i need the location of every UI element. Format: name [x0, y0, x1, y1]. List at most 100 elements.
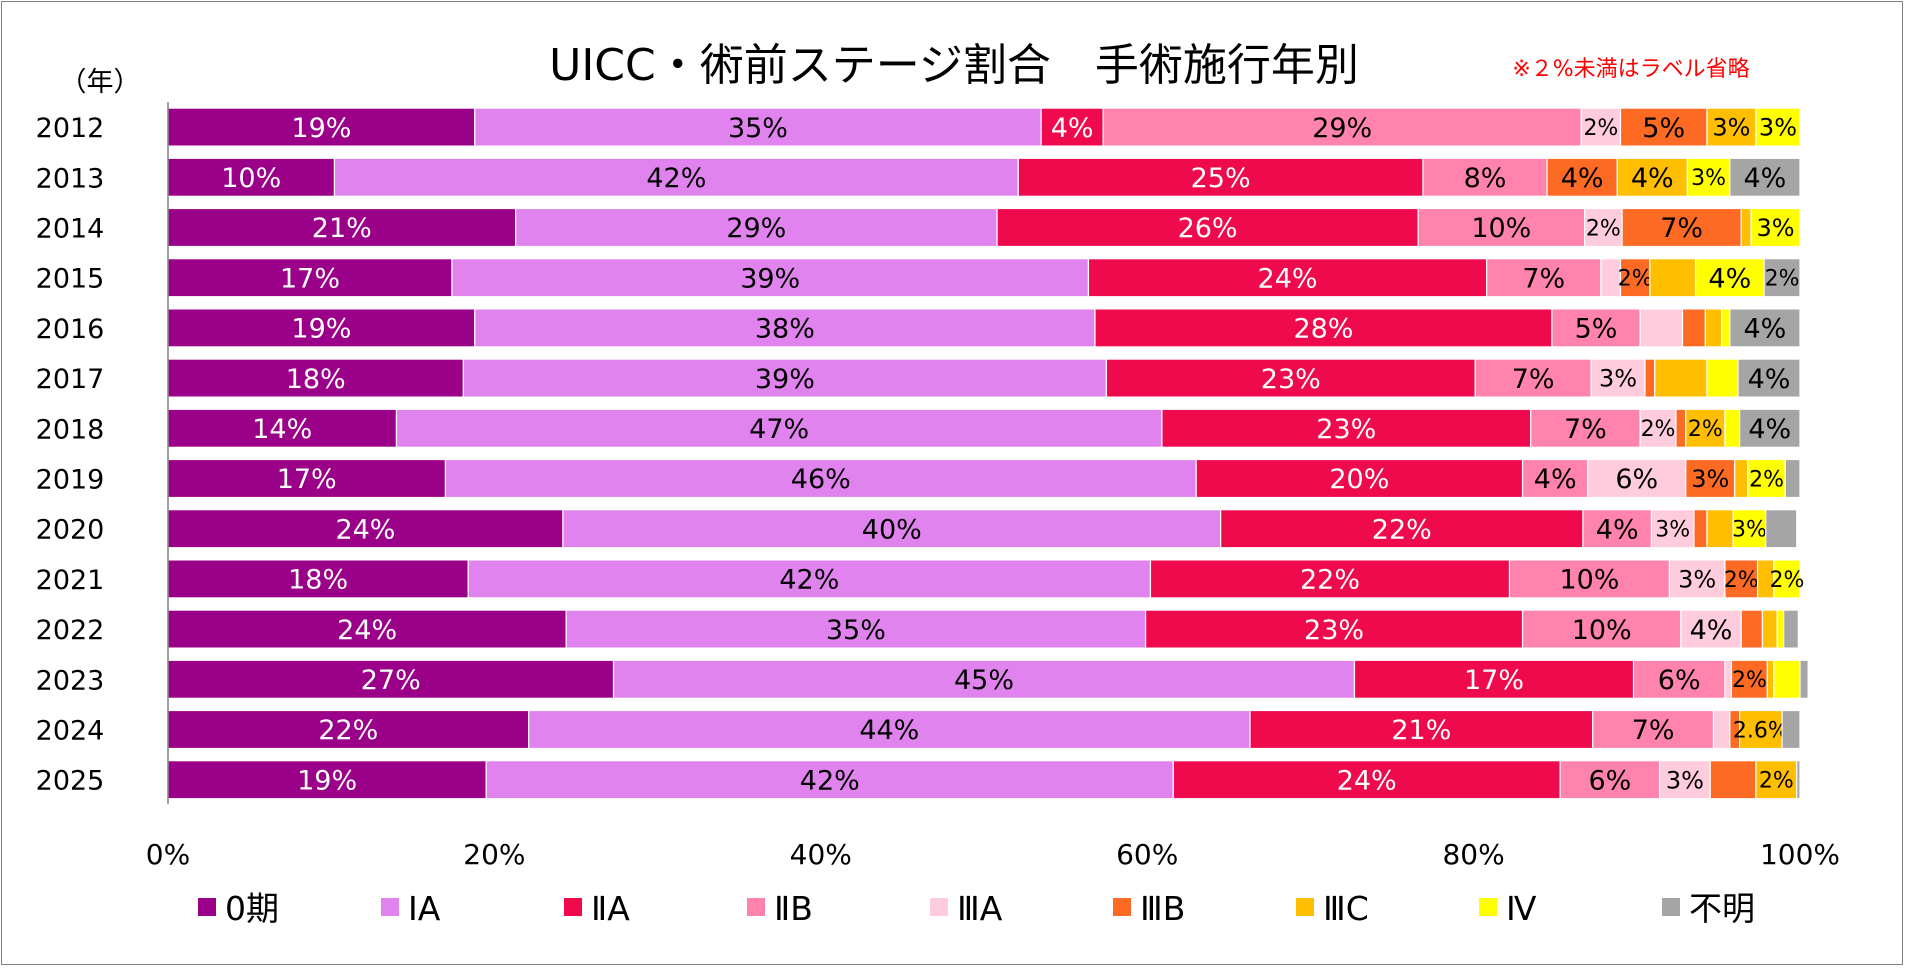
bar-segment	[1149, 559, 1511, 599]
bar-segment	[1704, 308, 1723, 348]
data-label: 22%	[318, 715, 378, 746]
data-label: 2%	[1618, 267, 1653, 292]
legend: 0期 ⅠA ⅡA ⅡB ⅢA ⅢB ⅢC Ⅳ 不明	[198, 889, 1755, 928]
bar-segment	[467, 559, 1152, 599]
data-label: 23%	[1316, 414, 1376, 445]
data-label: 3%	[1666, 766, 1704, 794]
y-tick-label: 2019	[36, 465, 105, 496]
data-label: 38%	[755, 314, 815, 345]
bar-segment	[1583, 207, 1623, 248]
bar-segment	[1737, 358, 1801, 398]
bar-segment	[1734, 458, 1749, 499]
legend-swatch	[1113, 898, 1131, 916]
bar-segment	[167, 760, 487, 800]
x-tick-label: 40%	[790, 838, 852, 871]
bar-segment	[1668, 559, 1726, 599]
bar-segment	[1732, 509, 1767, 549]
bar-segment	[1712, 709, 1731, 750]
bar-segment	[1675, 408, 1687, 448]
bar-segment	[1685, 458, 1736, 499]
bar-row: 18% 39% 23% 7% 3% 4%	[167, 358, 1801, 398]
data-label: 4%	[1631, 163, 1674, 194]
bar-segment	[1706, 509, 1734, 549]
bar-row: 27% 45% 17% 6% 2%	[167, 659, 1809, 699]
y-tick-label: 2014	[36, 214, 105, 245]
bar-segment	[1417, 207, 1586, 248]
data-label: 4%	[1561, 163, 1604, 194]
data-label: 3%	[1678, 566, 1716, 594]
bar-segment	[1721, 308, 1731, 348]
y-tick-label: 2015	[36, 264, 105, 295]
bar-row: 22% 44% 21% 7% 2.6%	[167, 709, 1801, 750]
data-label: 29%	[1312, 113, 1372, 144]
bar-segment	[515, 207, 998, 248]
y-tick-label: 2023	[36, 665, 105, 696]
bar-segment	[1747, 458, 1786, 499]
data-label: 3%	[1756, 214, 1794, 242]
data-label: 4%	[1743, 314, 1786, 345]
bar-row: 19% 38% 28% 5% 4%	[167, 308, 1801, 348]
bar-segment	[1486, 258, 1602, 298]
legend-item: ⅢB	[1113, 889, 1185, 928]
data-label: 23%	[1261, 364, 1321, 395]
bar-segment	[1654, 358, 1708, 398]
data-label: 10%	[1559, 565, 1619, 596]
bar-segment	[1144, 609, 1524, 649]
legend-swatch	[1296, 898, 1314, 916]
bar-segment	[1105, 358, 1476, 398]
bar-segment	[1740, 207, 1752, 248]
data-label: 21%	[1391, 715, 1451, 746]
bar-segment	[1422, 157, 1548, 197]
legend-item: ⅠA	[381, 889, 441, 928]
bar-segment	[1766, 659, 1775, 699]
bar-segment	[1739, 709, 1783, 750]
bar-segment	[1755, 107, 1801, 147]
data-label: 42%	[800, 765, 860, 796]
legend-label: ⅢC	[1323, 889, 1369, 928]
y-tick-label: 2020	[36, 515, 105, 546]
bar-segment	[395, 408, 1163, 448]
x-tick-label: 20%	[463, 838, 525, 871]
data-label: 5%	[1642, 113, 1685, 144]
data-label: 2%	[1583, 116, 1618, 141]
data-label: 2%	[1641, 417, 1676, 442]
data-label: 17%	[280, 263, 340, 294]
data-label: 3%	[1599, 365, 1637, 393]
bar-segment	[1649, 258, 1697, 298]
data-label: 44%	[859, 715, 919, 746]
data-label: 2.6%	[1733, 718, 1789, 743]
bar-segment	[1784, 458, 1801, 499]
data-label: 22%	[1372, 514, 1432, 545]
bar-segment	[1040, 107, 1104, 147]
data-label: 2%	[1769, 568, 1804, 593]
bar-segment	[167, 559, 469, 599]
legend-item: 不明	[1662, 889, 1755, 928]
bar-segment	[485, 760, 1174, 800]
bar-segment	[1761, 609, 1778, 649]
legend-label: ⅢA	[957, 889, 1003, 928]
bar-row: 10% 42% 25% 8% 4% 4% 3% 4%	[167, 157, 1801, 197]
y-tick-label: 2018	[36, 414, 105, 445]
data-label: 18%	[286, 364, 346, 395]
bar-segment	[1693, 509, 1708, 549]
bar-segment	[1740, 609, 1764, 649]
data-label: 4%	[1748, 414, 1791, 445]
bar-row: 24% 40% 22% 4% 3% 3%	[167, 509, 1798, 549]
bar-segment	[1639, 308, 1684, 348]
data-label: 39%	[755, 364, 815, 395]
bar-segment	[167, 107, 476, 147]
bar-segment	[1659, 760, 1711, 800]
data-label: 17%	[1464, 665, 1524, 696]
data-label: 19%	[291, 113, 351, 144]
data-label: 42%	[779, 565, 839, 596]
bar-segment	[1729, 157, 1801, 197]
bar-row: 17% 39% 24% 7% 2% 4% 2%	[167, 258, 1801, 298]
bar-segment	[1521, 458, 1589, 499]
bar-segment	[1776, 609, 1785, 649]
legend-swatch	[747, 898, 765, 916]
data-label: 24%	[1337, 765, 1397, 796]
legend-label: ⅡA	[591, 889, 630, 928]
data-label: 7%	[1660, 213, 1703, 244]
